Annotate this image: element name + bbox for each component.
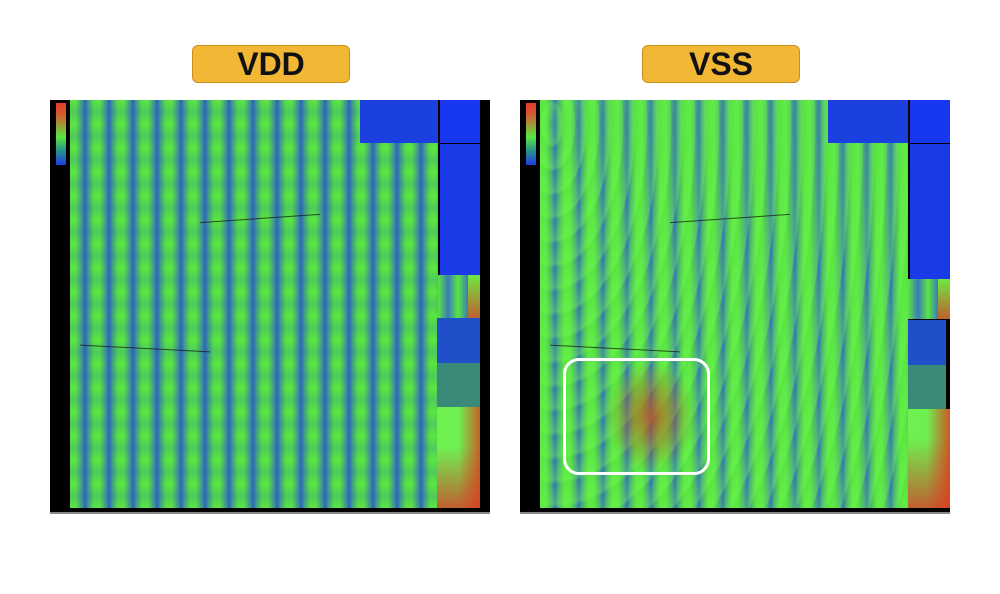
color-scale-legend bbox=[56, 103, 66, 165]
block-blue bbox=[910, 100, 950, 143]
vdd-heatmap-grid bbox=[70, 100, 438, 508]
vss-label: VSS bbox=[642, 45, 800, 83]
block-blue bbox=[360, 100, 438, 143]
vdd-label: VDD bbox=[192, 45, 350, 83]
vdd-heatmap bbox=[50, 100, 490, 514]
block-blue bbox=[910, 144, 950, 279]
block-blue bbox=[437, 318, 480, 363]
block-blue bbox=[908, 320, 946, 365]
block-teal bbox=[908, 365, 946, 409]
block-hot bbox=[437, 407, 480, 508]
block-blue bbox=[440, 100, 480, 143]
block-hot bbox=[468, 275, 480, 318]
block-blue bbox=[828, 100, 908, 143]
color-scale-legend bbox=[526, 103, 536, 165]
vss-heatmap bbox=[520, 100, 950, 514]
block-teal bbox=[437, 363, 480, 407]
block-blue bbox=[440, 144, 480, 275]
highlighted-hotspot-region bbox=[563, 358, 710, 475]
block-hot bbox=[908, 409, 950, 508]
block-hot bbox=[938, 279, 950, 319]
